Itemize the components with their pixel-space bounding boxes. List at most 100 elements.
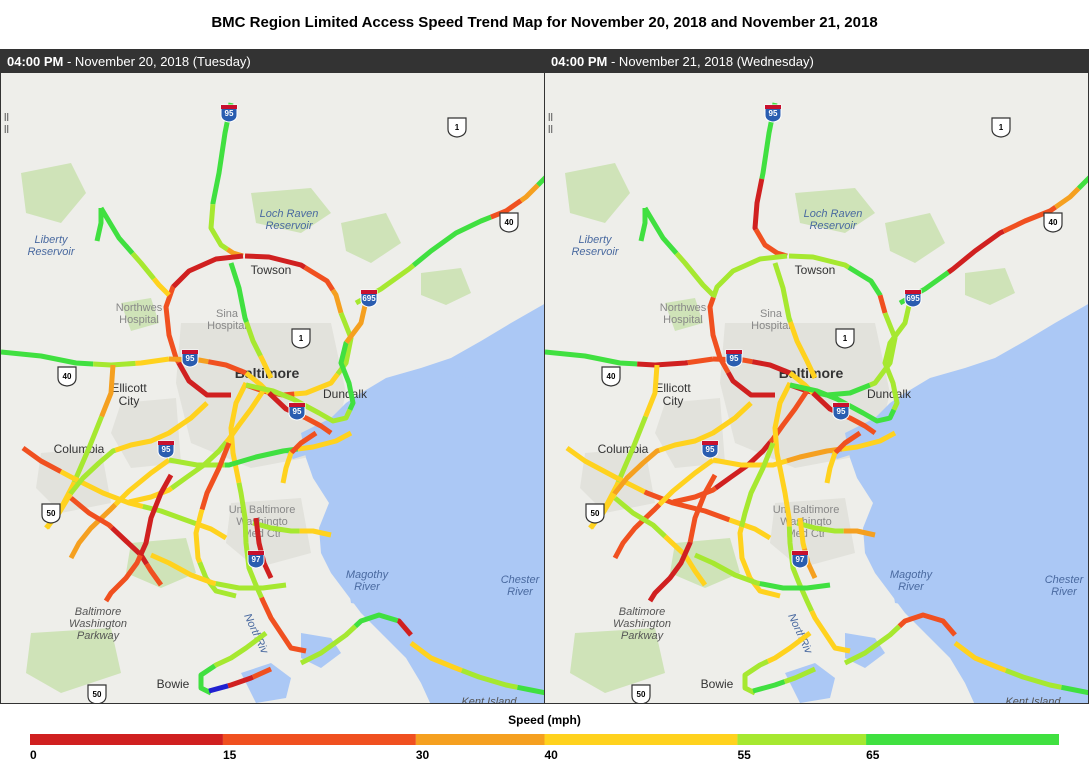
water-body <box>890 573 940 608</box>
base-map <box>1 73 544 703</box>
us-40-shield-icon: 40 <box>601 366 621 387</box>
road-segment[interactable] <box>565 445 772 541</box>
speed-segment <box>354 175 544 306</box>
interstate-95-shield-icon: 95 <box>701 440 719 459</box>
chester-river-label: Chester River <box>501 574 541 598</box>
speed-segment <box>565 445 772 541</box>
road-segment[interactable] <box>244 253 344 314</box>
speed-segment <box>796 520 876 538</box>
road-segment[interactable] <box>149 552 287 591</box>
road-segment[interactable] <box>21 445 228 541</box>
us-50-shield-icon: 50 <box>585 503 605 524</box>
columbia-label: Columbia <box>598 442 649 456</box>
road-segment[interactable] <box>647 473 718 603</box>
interstate-95-shield-icon: 95 <box>181 349 199 368</box>
road-segment[interactable] <box>742 631 812 696</box>
road-segment[interactable] <box>737 442 781 599</box>
speed-segment <box>299 612 413 666</box>
road-segment[interactable] <box>953 641 1089 696</box>
road-segment[interactable] <box>252 520 332 538</box>
road-segment[interactable] <box>772 262 818 380</box>
park-area <box>885 213 945 263</box>
park-area <box>21 163 86 223</box>
speed-segment <box>707 253 788 398</box>
speed-segment <box>811 391 877 436</box>
road-segment[interactable] <box>545 349 714 368</box>
speed-segment <box>752 666 817 694</box>
interstate-95-shield-icon: 95 <box>288 402 306 421</box>
speed-segment <box>409 641 544 696</box>
road-segment[interactable] <box>588 401 753 530</box>
road-segment[interactable] <box>796 520 876 538</box>
speed-map-nov-20[interactable]: Liberty Reservoir Loch Raven Reservoir Towso… <box>1 73 545 704</box>
base-map <box>545 73 1088 703</box>
road-segment[interactable] <box>94 208 104 242</box>
road-segment[interactable] <box>707 253 788 398</box>
road-segment[interactable] <box>208 666 273 694</box>
road-segment[interactable] <box>788 253 888 314</box>
road-segment[interactable] <box>613 496 708 587</box>
road-segment[interactable] <box>612 457 715 560</box>
road-segment[interactable] <box>824 430 862 484</box>
road-segment[interactable] <box>843 612 957 666</box>
road-segment[interactable] <box>267 391 333 436</box>
map-panel-nov-20[interactable]: 04:00 PM - November 20, 2018 (Tuesday) L… <box>0 49 545 704</box>
water-body <box>785 663 835 703</box>
road-segment[interactable] <box>163 253 244 398</box>
water-body <box>346 573 396 608</box>
map-panel-nov-21[interactable]: 04:00 PM - November 21, 2018 (Wednesday)… <box>544 49 1089 704</box>
road-segment[interactable] <box>103 473 174 603</box>
speed-segment <box>193 442 237 599</box>
road-segment[interactable] <box>693 552 831 591</box>
road-segment[interactable] <box>712 430 897 468</box>
park-area <box>570 628 665 693</box>
road-segment[interactable] <box>752 666 817 694</box>
speed-map-nov-21[interactable]: Liberty Reservoir Loch Raven Reservoir Towso… <box>545 73 1089 704</box>
speed-segment <box>44 364 116 530</box>
dundalk-label: Dundalk <box>323 387 368 401</box>
kent-island-label: Kent Island <box>461 696 517 704</box>
svg-text:95: 95 <box>706 445 715 454</box>
interstate-95-shield-icon: 95 <box>220 104 238 123</box>
road-segment[interactable] <box>299 612 413 666</box>
speed-segment <box>299 612 413 666</box>
road-segment[interactable] <box>168 430 353 468</box>
route-shields: 1 40 1 40 50 95 695 95 95 95 97 50 <box>585 104 1063 703</box>
northwest-hospital-label: Northwes Hospital <box>116 302 163 326</box>
speed-segment <box>252 520 332 538</box>
road-segment[interactable] <box>68 457 171 560</box>
speed-segment <box>103 473 174 603</box>
road-segment[interactable] <box>280 430 318 484</box>
road-segment[interactable] <box>642 206 715 297</box>
road-segment[interactable] <box>811 391 877 436</box>
svg-text:95: 95 <box>293 407 302 416</box>
road-segment[interactable] <box>208 102 244 259</box>
road-segment[interactable] <box>789 300 913 424</box>
speed-segment <box>208 102 244 259</box>
road-segment[interactable] <box>228 381 307 654</box>
speed-segment <box>824 430 862 484</box>
speed-segment <box>647 473 718 603</box>
legend-tick-label: 65 <box>866 748 880 762</box>
road-segment[interactable] <box>752 102 788 259</box>
road-segment[interactable] <box>193 442 237 599</box>
legend-bin <box>222 734 416 745</box>
road-segment[interactable] <box>198 631 268 696</box>
road-segment[interactable] <box>228 262 274 380</box>
road-segment[interactable] <box>69 496 164 587</box>
road-segment[interactable] <box>638 208 648 242</box>
panel-header-nov-21: 04:00 PM - November 21, 2018 (Wednesday) <box>545 50 1088 73</box>
road-segment[interactable] <box>1 349 170 368</box>
road-segment[interactable] <box>245 300 369 424</box>
road-segment[interactable] <box>409 641 545 696</box>
road-segment[interactable] <box>354 175 545 306</box>
speed-segment <box>712 356 791 376</box>
speed-segment <box>672 389 810 505</box>
speed-segment <box>208 666 273 694</box>
road-segment[interactable] <box>772 381 851 654</box>
road-segment[interactable] <box>98 206 171 297</box>
us-40-shield-icon: 40 <box>57 366 77 387</box>
road-segment[interactable] <box>44 401 209 530</box>
road-segment[interactable] <box>898 175 1089 306</box>
speed-segment <box>612 457 715 560</box>
